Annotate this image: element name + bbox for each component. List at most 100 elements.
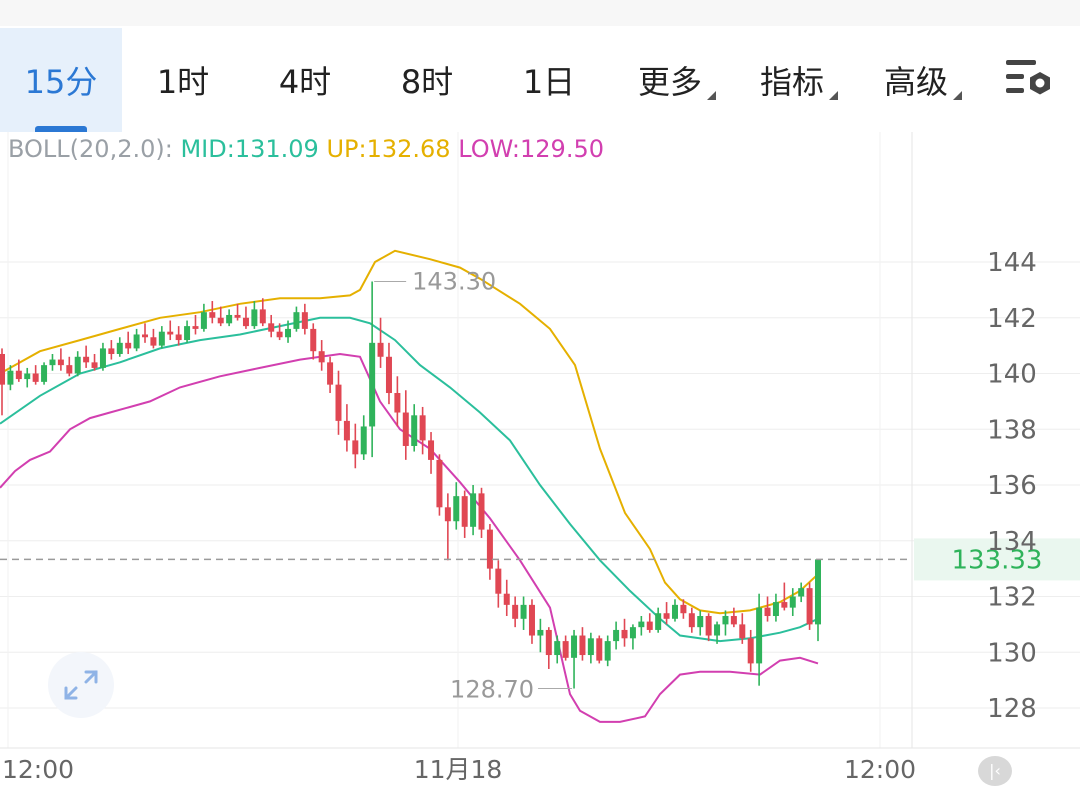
candle-body bbox=[234, 314, 241, 318]
candle-body bbox=[15, 370, 22, 380]
candle bbox=[184, 320, 191, 343]
candle bbox=[705, 613, 712, 642]
candle bbox=[798, 582, 805, 603]
dropdown-triangle-icon bbox=[829, 91, 839, 100]
y-tick-label: 140 bbox=[987, 360, 1037, 390]
candle-body bbox=[520, 604, 527, 619]
candle bbox=[32, 365, 39, 385]
candle-body bbox=[638, 621, 645, 628]
candle bbox=[503, 579, 510, 617]
candle-body bbox=[402, 412, 409, 446]
indicator-menu[interactable]: 指标 bbox=[760, 28, 839, 132]
candle-body bbox=[747, 638, 754, 664]
candle-body bbox=[24, 373, 31, 380]
candle bbox=[789, 588, 796, 617]
candle bbox=[621, 618, 628, 647]
candle bbox=[268, 314, 275, 338]
candle-body bbox=[697, 616, 704, 628]
candle-body bbox=[192, 326, 199, 329]
candle bbox=[528, 599, 535, 644]
y-tick-label: 138 bbox=[987, 415, 1037, 445]
candle bbox=[259, 298, 266, 327]
candle-body bbox=[268, 323, 275, 332]
tab-label: 4时 bbox=[278, 63, 332, 101]
candle bbox=[394, 376, 401, 427]
candle-body bbox=[680, 604, 687, 614]
candle bbox=[402, 390, 409, 460]
tab-15min[interactable]: 15分 bbox=[0, 28, 122, 132]
candle-body bbox=[646, 621, 653, 630]
candle bbox=[116, 337, 123, 357]
candle-body bbox=[478, 493, 485, 530]
candle-body bbox=[503, 593, 510, 605]
candle-body bbox=[226, 314, 233, 324]
candle bbox=[596, 635, 603, 664]
y-tick-label: 136 bbox=[987, 471, 1037, 501]
candle bbox=[680, 599, 687, 619]
candle bbox=[66, 356, 73, 377]
y-tick-label: 134 bbox=[987, 527, 1037, 557]
candle bbox=[175, 326, 182, 346]
candle-body bbox=[470, 493, 477, 527]
current-price-tag bbox=[914, 538, 1080, 581]
candle-body bbox=[310, 328, 317, 352]
candle bbox=[251, 301, 258, 329]
candle-body bbox=[545, 629, 552, 656]
tab-4h[interactable]: 4时 bbox=[250, 28, 360, 132]
candle bbox=[125, 331, 132, 354]
candle bbox=[217, 306, 224, 327]
expand-icon bbox=[64, 670, 98, 700]
candle-body bbox=[587, 638, 594, 656]
candle bbox=[209, 301, 216, 324]
candle-body bbox=[49, 359, 56, 366]
candle bbox=[167, 320, 174, 341]
candle bbox=[646, 613, 653, 633]
candle-body bbox=[276, 331, 283, 338]
scroll-to-latest-button[interactable]: |‹ bbox=[978, 756, 1012, 786]
y-tick-label: 142 bbox=[987, 304, 1037, 334]
candle bbox=[377, 317, 384, 368]
x-tick-label: 11月18 bbox=[414, 755, 503, 784]
candle-body bbox=[259, 309, 266, 324]
tab-8h[interactable]: 8时 bbox=[372, 28, 482, 132]
candle-body bbox=[150, 337, 157, 346]
candle-body bbox=[360, 426, 367, 455]
more-menu[interactable]: 更多 bbox=[638, 28, 717, 132]
tab-1d[interactable]: 1日 bbox=[494, 28, 604, 132]
fullscreen-button[interactable] bbox=[48, 652, 114, 718]
x-tick-label: 12:00 bbox=[2, 755, 74, 784]
chart-settings-button[interactable] bbox=[1004, 56, 1056, 102]
candle-body bbox=[764, 607, 771, 617]
candle-body bbox=[579, 635, 586, 656]
back-arrow-icon: |‹ bbox=[989, 761, 1001, 780]
candle bbox=[7, 365, 14, 391]
candle-body bbox=[0, 353, 5, 385]
boll-mid-value: MID:131.09 bbox=[180, 135, 319, 163]
candle bbox=[638, 616, 645, 636]
candle bbox=[655, 607, 662, 633]
candle bbox=[444, 493, 451, 561]
timeframe-toolbar: 15分 1时 4时 8时 1日 更多 指标 高级 bbox=[0, 0, 1080, 132]
advanced-menu[interactable]: 高级 bbox=[884, 28, 963, 132]
candle bbox=[587, 632, 594, 664]
candle bbox=[512, 596, 519, 628]
candle bbox=[629, 624, 636, 650]
candle-body bbox=[688, 613, 695, 628]
candle-body bbox=[705, 616, 712, 636]
candle bbox=[360, 415, 367, 460]
tab-1h[interactable]: 1时 bbox=[128, 28, 238, 132]
candle-body bbox=[554, 641, 561, 656]
y-tick-label: 144 bbox=[987, 248, 1037, 278]
candle bbox=[310, 323, 317, 360]
candle-body bbox=[83, 356, 90, 363]
candle bbox=[772, 593, 779, 622]
boll-lower-band bbox=[0, 352, 819, 723]
candle bbox=[806, 582, 813, 630]
tab-label: 15分 bbox=[24, 63, 98, 101]
candle bbox=[369, 281, 376, 458]
y-tick-label: 132 bbox=[987, 583, 1037, 613]
candlestick-chart[interactable]: 133.33 143.30 128.70 144 142 140 138 136 134 132… bbox=[0, 132, 1080, 792]
candle bbox=[108, 340, 115, 360]
candle-body bbox=[671, 604, 678, 619]
candle bbox=[671, 599, 678, 622]
